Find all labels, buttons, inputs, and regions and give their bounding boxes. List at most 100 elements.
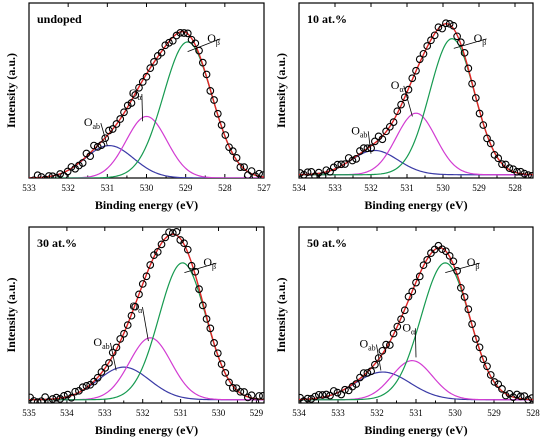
data-point xyxy=(206,86,215,95)
pointer-line xyxy=(110,342,117,371)
data-point xyxy=(307,395,316,403)
data-point xyxy=(135,83,143,92)
data-point xyxy=(501,391,510,400)
data-point xyxy=(341,385,349,394)
data-point xyxy=(479,355,488,364)
data-point xyxy=(108,125,117,133)
data-point xyxy=(412,66,420,75)
data-point xyxy=(371,137,379,146)
data-point xyxy=(210,96,218,104)
pointer-line xyxy=(414,328,417,358)
data-point xyxy=(236,387,245,396)
data-point xyxy=(71,387,80,396)
data-point xyxy=(322,166,331,175)
data-point xyxy=(67,393,76,402)
x-tick-label: 531 xyxy=(400,183,414,193)
data-point xyxy=(524,171,532,178)
pointer-line xyxy=(403,85,413,117)
peak-label-: Oβ xyxy=(467,255,480,271)
data-point xyxy=(93,143,102,151)
data-point xyxy=(393,107,402,116)
data-point xyxy=(434,23,443,32)
data-point xyxy=(408,74,417,83)
data-point xyxy=(494,154,503,163)
data-point xyxy=(195,285,203,293)
data-point xyxy=(202,315,211,323)
data-point xyxy=(56,170,65,178)
data-point xyxy=(468,320,476,328)
panel-title: 50 at.% xyxy=(307,236,347,250)
data-point xyxy=(146,64,155,73)
x-tick-label: 534 xyxy=(292,183,306,193)
data-point xyxy=(442,19,450,28)
data-point xyxy=(464,64,473,73)
data-point xyxy=(445,19,454,28)
x-tick-label: 530 xyxy=(448,408,462,418)
data-point xyxy=(337,160,346,169)
data-point xyxy=(45,172,53,178)
data-point xyxy=(97,368,106,376)
x-tick-label: 529 xyxy=(179,183,193,193)
data-point xyxy=(78,159,87,167)
data-point xyxy=(333,388,342,397)
x-tick-label: 533 xyxy=(328,183,342,193)
data-point xyxy=(180,29,188,37)
data-point xyxy=(225,378,233,387)
data-point xyxy=(367,367,375,376)
data-point xyxy=(453,267,461,275)
data-point xyxy=(191,267,200,276)
x-tick-label: 534 xyxy=(60,408,74,418)
data-point xyxy=(303,394,312,403)
data-point xyxy=(240,388,248,396)
data-point xyxy=(457,38,465,47)
data-point xyxy=(329,387,338,395)
pointer-line xyxy=(100,123,108,146)
data-point xyxy=(311,392,319,401)
data-point xyxy=(471,94,480,102)
data-point xyxy=(322,390,331,399)
data-point xyxy=(397,315,405,324)
data-point xyxy=(247,391,256,400)
data-point xyxy=(213,349,222,358)
data-point xyxy=(176,28,185,37)
data-point xyxy=(116,335,125,343)
data-point xyxy=(127,311,136,320)
data-point xyxy=(101,134,110,143)
data-point xyxy=(427,36,435,45)
data-point xyxy=(378,346,387,355)
data-point xyxy=(112,343,121,352)
data-point xyxy=(120,329,128,338)
data-point xyxy=(157,240,166,249)
data-point xyxy=(153,248,162,256)
data-point xyxy=(33,398,42,403)
data-point xyxy=(438,245,447,254)
data-point xyxy=(236,163,245,171)
data-point xyxy=(33,171,42,178)
data-point xyxy=(228,147,237,155)
x-tick-label: 528 xyxy=(526,408,540,418)
data-point xyxy=(352,380,361,388)
data-point xyxy=(389,118,398,126)
data-point xyxy=(415,272,424,281)
data-point xyxy=(498,385,506,393)
peak-label-: Oα xyxy=(402,320,416,336)
data-point xyxy=(63,167,72,176)
x-tick-label: 531 xyxy=(174,408,188,418)
data-point xyxy=(438,24,447,33)
data-point xyxy=(445,251,454,260)
plot-frame xyxy=(28,2,265,179)
x-tick-label: 528 xyxy=(508,183,522,193)
peak-label-ab: Oab xyxy=(359,337,375,353)
peak-label-: Oβ xyxy=(474,31,487,47)
data-point xyxy=(41,393,49,401)
data-point xyxy=(168,36,177,45)
data-point xyxy=(490,378,499,386)
data-point xyxy=(479,121,488,129)
data-point xyxy=(314,390,323,399)
data-point xyxy=(457,283,465,292)
y-axis-label: Intensity (a.u.) xyxy=(274,277,288,352)
data-point xyxy=(423,256,432,264)
data-point xyxy=(135,290,143,299)
data-point xyxy=(123,321,132,329)
peak-label-ab: Oab xyxy=(351,123,367,139)
